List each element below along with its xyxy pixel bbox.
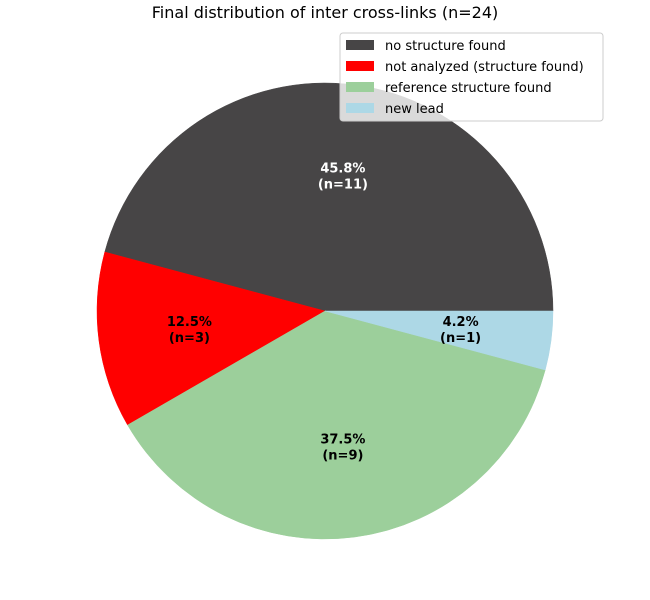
slice-percent-label: 45.8% xyxy=(320,161,365,176)
pie-slice-not-analyzed-structure-found xyxy=(96,251,326,426)
legend-swatch xyxy=(346,40,374,50)
slice-count-label: (n=9) xyxy=(322,449,363,464)
slice-label: 4.2% (n=1) xyxy=(440,315,481,346)
legend-frame xyxy=(339,32,604,122)
pie-slice-labels: 45.8% (n=11) 12.5% (n=3) 37.5% (n=9) 4.2% (n=1) xyxy=(167,161,481,463)
slice-percent-label: 37.5% xyxy=(320,433,365,448)
slice-count-label: (n=11) xyxy=(318,177,368,192)
slice-label: 12.5% (n=3) xyxy=(167,315,212,346)
legend-label: new lead xyxy=(385,102,444,117)
pie-slice-reference-structure-found xyxy=(127,310,546,540)
legend-label: not analyzed (structure found) xyxy=(385,60,584,75)
legend: no structure found not analyzed (structur… xyxy=(339,32,604,122)
legend-label: reference structure found xyxy=(385,81,552,96)
pie-slice-new-lead xyxy=(324,310,554,371)
legend-label: no structure found xyxy=(385,39,506,54)
legend-swatch xyxy=(346,61,374,71)
legend-swatch xyxy=(346,82,374,92)
slice-label: 37.5% (n=9) xyxy=(320,433,365,464)
slice-count-label: (n=3) xyxy=(169,331,210,346)
chart-title: Final distribution of inter cross-links … xyxy=(152,3,498,22)
slice-percent-label: 12.5% xyxy=(167,315,212,330)
slice-percent-label: 4.2% xyxy=(443,315,479,330)
slice-label: 45.8% (n=11) xyxy=(318,161,368,192)
slice-count-label: (n=1) xyxy=(440,331,481,346)
pie-slices xyxy=(96,82,554,540)
legend-swatch xyxy=(346,103,374,113)
